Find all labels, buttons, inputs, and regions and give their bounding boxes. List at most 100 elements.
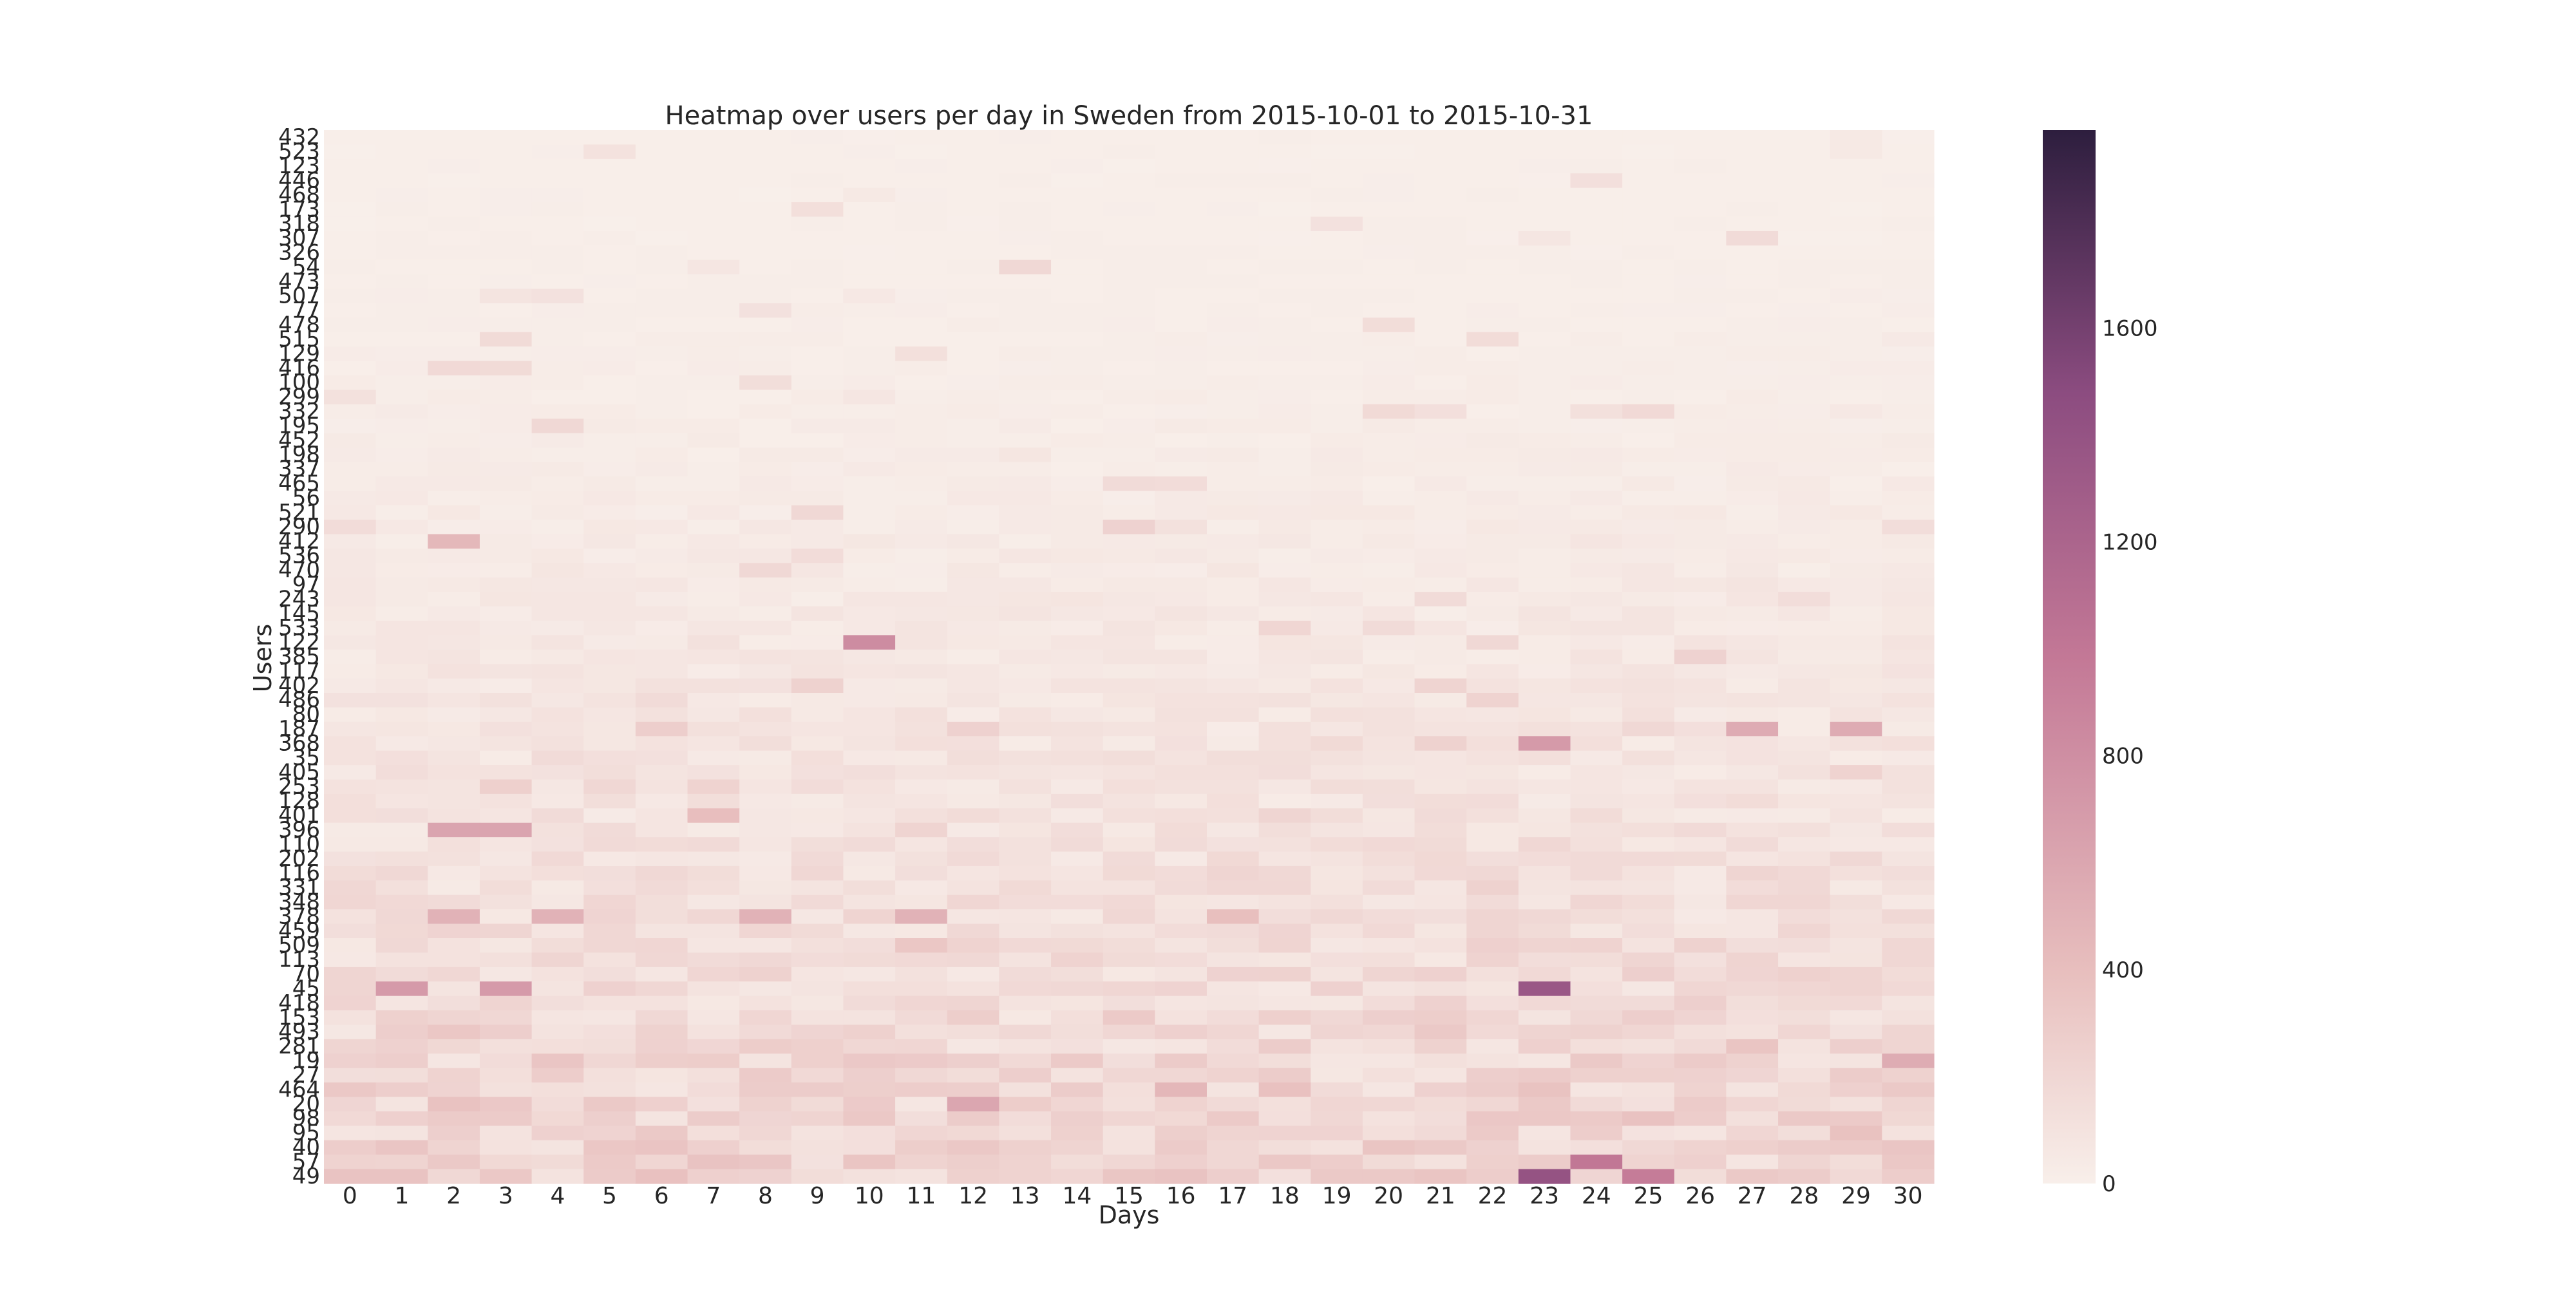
heatmap-cell (999, 317, 1052, 333)
heatmap-cell (1051, 635, 1104, 650)
heatmap-cell (428, 317, 480, 333)
heatmap-cell (1726, 707, 1779, 722)
heatmap-cell (1726, 419, 1779, 434)
heatmap-cell (1258, 216, 1311, 232)
heatmap-cell (843, 216, 896, 232)
heatmap-cell (479, 620, 533, 636)
heatmap-cell (635, 1053, 688, 1069)
heatmap-cell (1466, 880, 1519, 896)
heatmap-cell (1518, 274, 1571, 290)
heatmap-cell (947, 736, 999, 751)
heatmap-cell (375, 721, 428, 737)
heatmap-cell (531, 505, 584, 520)
heatmap-cell (895, 288, 948, 304)
heatmap-cell (1518, 967, 1571, 982)
y-tick-label: 368 (278, 731, 320, 757)
y-tick-label: 195 (278, 413, 320, 439)
heatmap-cell (1155, 173, 1208, 189)
heatmap-cell (739, 1010, 792, 1026)
heatmap-cell (1414, 346, 1467, 362)
heatmap-cell (1882, 332, 1935, 347)
heatmap-cell (687, 288, 740, 304)
heatmap-cell (1778, 577, 1831, 592)
heatmap-cell (1674, 317, 1727, 333)
heatmap-cell (947, 721, 999, 737)
heatmap-cell (999, 419, 1052, 434)
heatmap-cell (1882, 187, 1935, 203)
heatmap-cell (583, 707, 636, 722)
heatmap-cell (531, 404, 584, 419)
colorbar-tick-label: 800 (2102, 744, 2144, 769)
heatmap-cell (428, 1140, 480, 1155)
heatmap-cell (1830, 822, 1882, 838)
heatmap-cell (1103, 419, 1155, 434)
heatmap-cell (1103, 346, 1155, 362)
heatmap-cell (1570, 274, 1623, 290)
heatmap-cell (1103, 202, 1155, 218)
heatmap-cell (1570, 664, 1623, 679)
heatmap-cell (583, 865, 636, 881)
y-tick-label: 331 (278, 875, 320, 901)
heatmap-cell (1206, 563, 1260, 578)
heatmap-cell (791, 361, 844, 376)
heatmap-cell (635, 822, 688, 838)
y-tick-label: 187 (278, 716, 320, 742)
heatmap-cell (1103, 808, 1155, 824)
heatmap-cell (583, 808, 636, 824)
heatmap-cell (1414, 981, 1467, 997)
heatmap-cell (1518, 548, 1571, 563)
heatmap-cell (843, 606, 896, 621)
x-tick-label: 29 (1841, 1183, 1871, 1209)
heatmap-cell (687, 1126, 740, 1141)
y-tick-label: 27 (292, 1062, 320, 1088)
heatmap-cell (1362, 259, 1416, 275)
heatmap-cell (999, 130, 1052, 146)
heatmap-cell (479, 1097, 533, 1112)
heatmap-cell (583, 635, 636, 650)
y-tick-label: 523 (278, 139, 320, 165)
heatmap-cell (1466, 259, 1519, 275)
heatmap-cell (1051, 693, 1104, 708)
heatmap-cell (947, 837, 999, 853)
heatmap-cell (1051, 462, 1104, 477)
heatmap-cell (999, 476, 1052, 491)
heatmap-cell (1570, 404, 1623, 419)
heatmap-cell (1258, 144, 1311, 160)
y-tick-label: 202 (278, 846, 320, 872)
heatmap-cell (1674, 721, 1727, 737)
heatmap-cell (1570, 245, 1623, 261)
heatmap-cell (375, 404, 428, 419)
heatmap-cell (687, 505, 740, 520)
heatmap-cell (1206, 1140, 1260, 1155)
heatmap-cell (1570, 1082, 1623, 1098)
heatmap-cell (1778, 158, 1831, 174)
heatmap-cell (324, 1155, 377, 1170)
x-tick-label: 2 (446, 1183, 461, 1209)
heatmap-cell (843, 779, 896, 795)
heatmap-cell (1362, 563, 1416, 578)
x-tick-label: 10 (855, 1183, 884, 1209)
heatmap-cell (999, 1010, 1052, 1026)
heatmap-cell (1778, 1010, 1831, 1026)
heatmap-cell (687, 433, 740, 448)
heatmap-cell (739, 130, 792, 146)
heatmap-cell (1518, 909, 1571, 925)
heatmap-cell (428, 995, 480, 1011)
heatmap-cell (1103, 1053, 1155, 1069)
heatmap-cell (1362, 1155, 1416, 1170)
heatmap-cell (1051, 476, 1104, 491)
heatmap-cell (583, 649, 636, 665)
heatmap-cell (1622, 981, 1675, 997)
heatmap-cell (1103, 317, 1155, 333)
heatmap-cell (843, 909, 896, 925)
heatmap-cell (479, 851, 533, 867)
heatmap-cell (739, 548, 792, 563)
heatmap-cell (635, 346, 688, 362)
heatmap-cell (843, 476, 896, 491)
heatmap-cell (531, 433, 584, 448)
heatmap-cell (428, 592, 480, 607)
heatmap-cell (791, 981, 844, 997)
heatmap-cell (1051, 1140, 1104, 1155)
heatmap-cell (1362, 592, 1416, 607)
heatmap-cell (1258, 288, 1311, 304)
